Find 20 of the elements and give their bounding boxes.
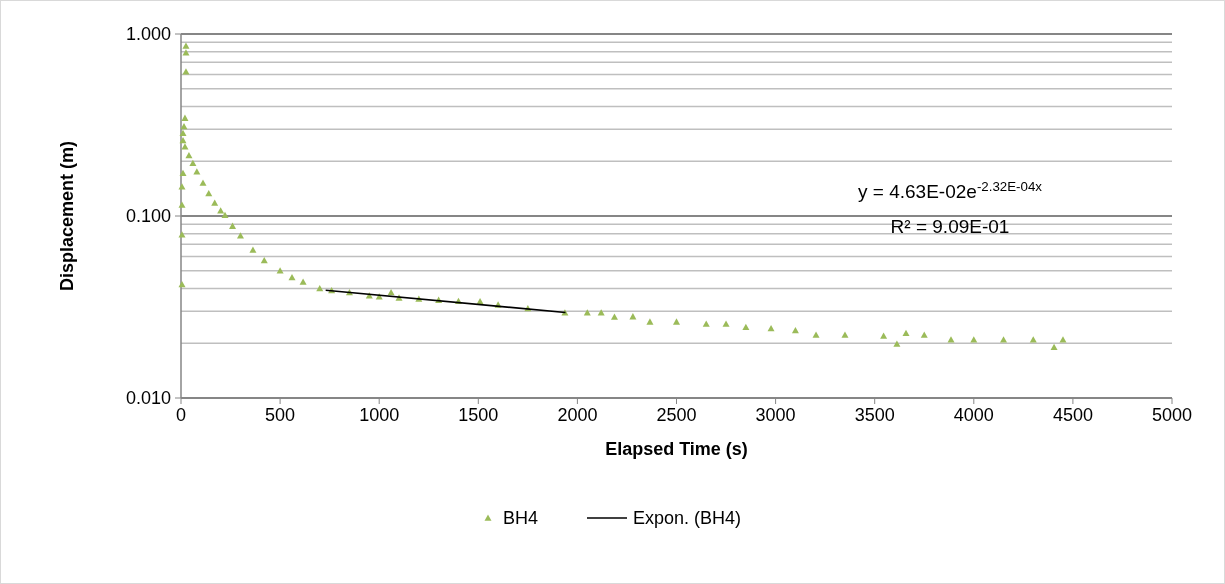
x-tick-label: 4000 [953, 405, 994, 425]
annotation: R² = 9.09E-01 [890, 216, 1010, 237]
x-tick-label: 2000 [557, 405, 598, 425]
y-tick-label: 0.100 [125, 206, 171, 227]
x-tick-label: 500 [265, 405, 296, 425]
x-tick-label: 3000 [755, 405, 796, 425]
y-tick-label: 1.000 [125, 24, 171, 45]
legend-label: Expon. (BH4) [633, 508, 742, 529]
annotation: y = 4.63E-02e$^{-2.32E-04x}$ [858, 178, 1043, 202]
legend-label: BH4 [503, 508, 539, 529]
y-axis-title: Displacement (m) [57, 140, 77, 292]
x-tick-label: 4500 [1052, 405, 1093, 425]
x-tick-label: 0 [175, 405, 187, 425]
x-tick-label: 1000 [359, 405, 400, 425]
x-tick-label: 1500 [458, 405, 499, 425]
x-tick-label: 5000 [1151, 405, 1193, 425]
x-tick-label: 2500 [656, 405, 697, 425]
y-tick-label: 0.010 [125, 388, 171, 409]
x-tick-label: 3500 [854, 405, 895, 425]
x-axis-title: Elapsed Time (s) [605, 439, 748, 459]
